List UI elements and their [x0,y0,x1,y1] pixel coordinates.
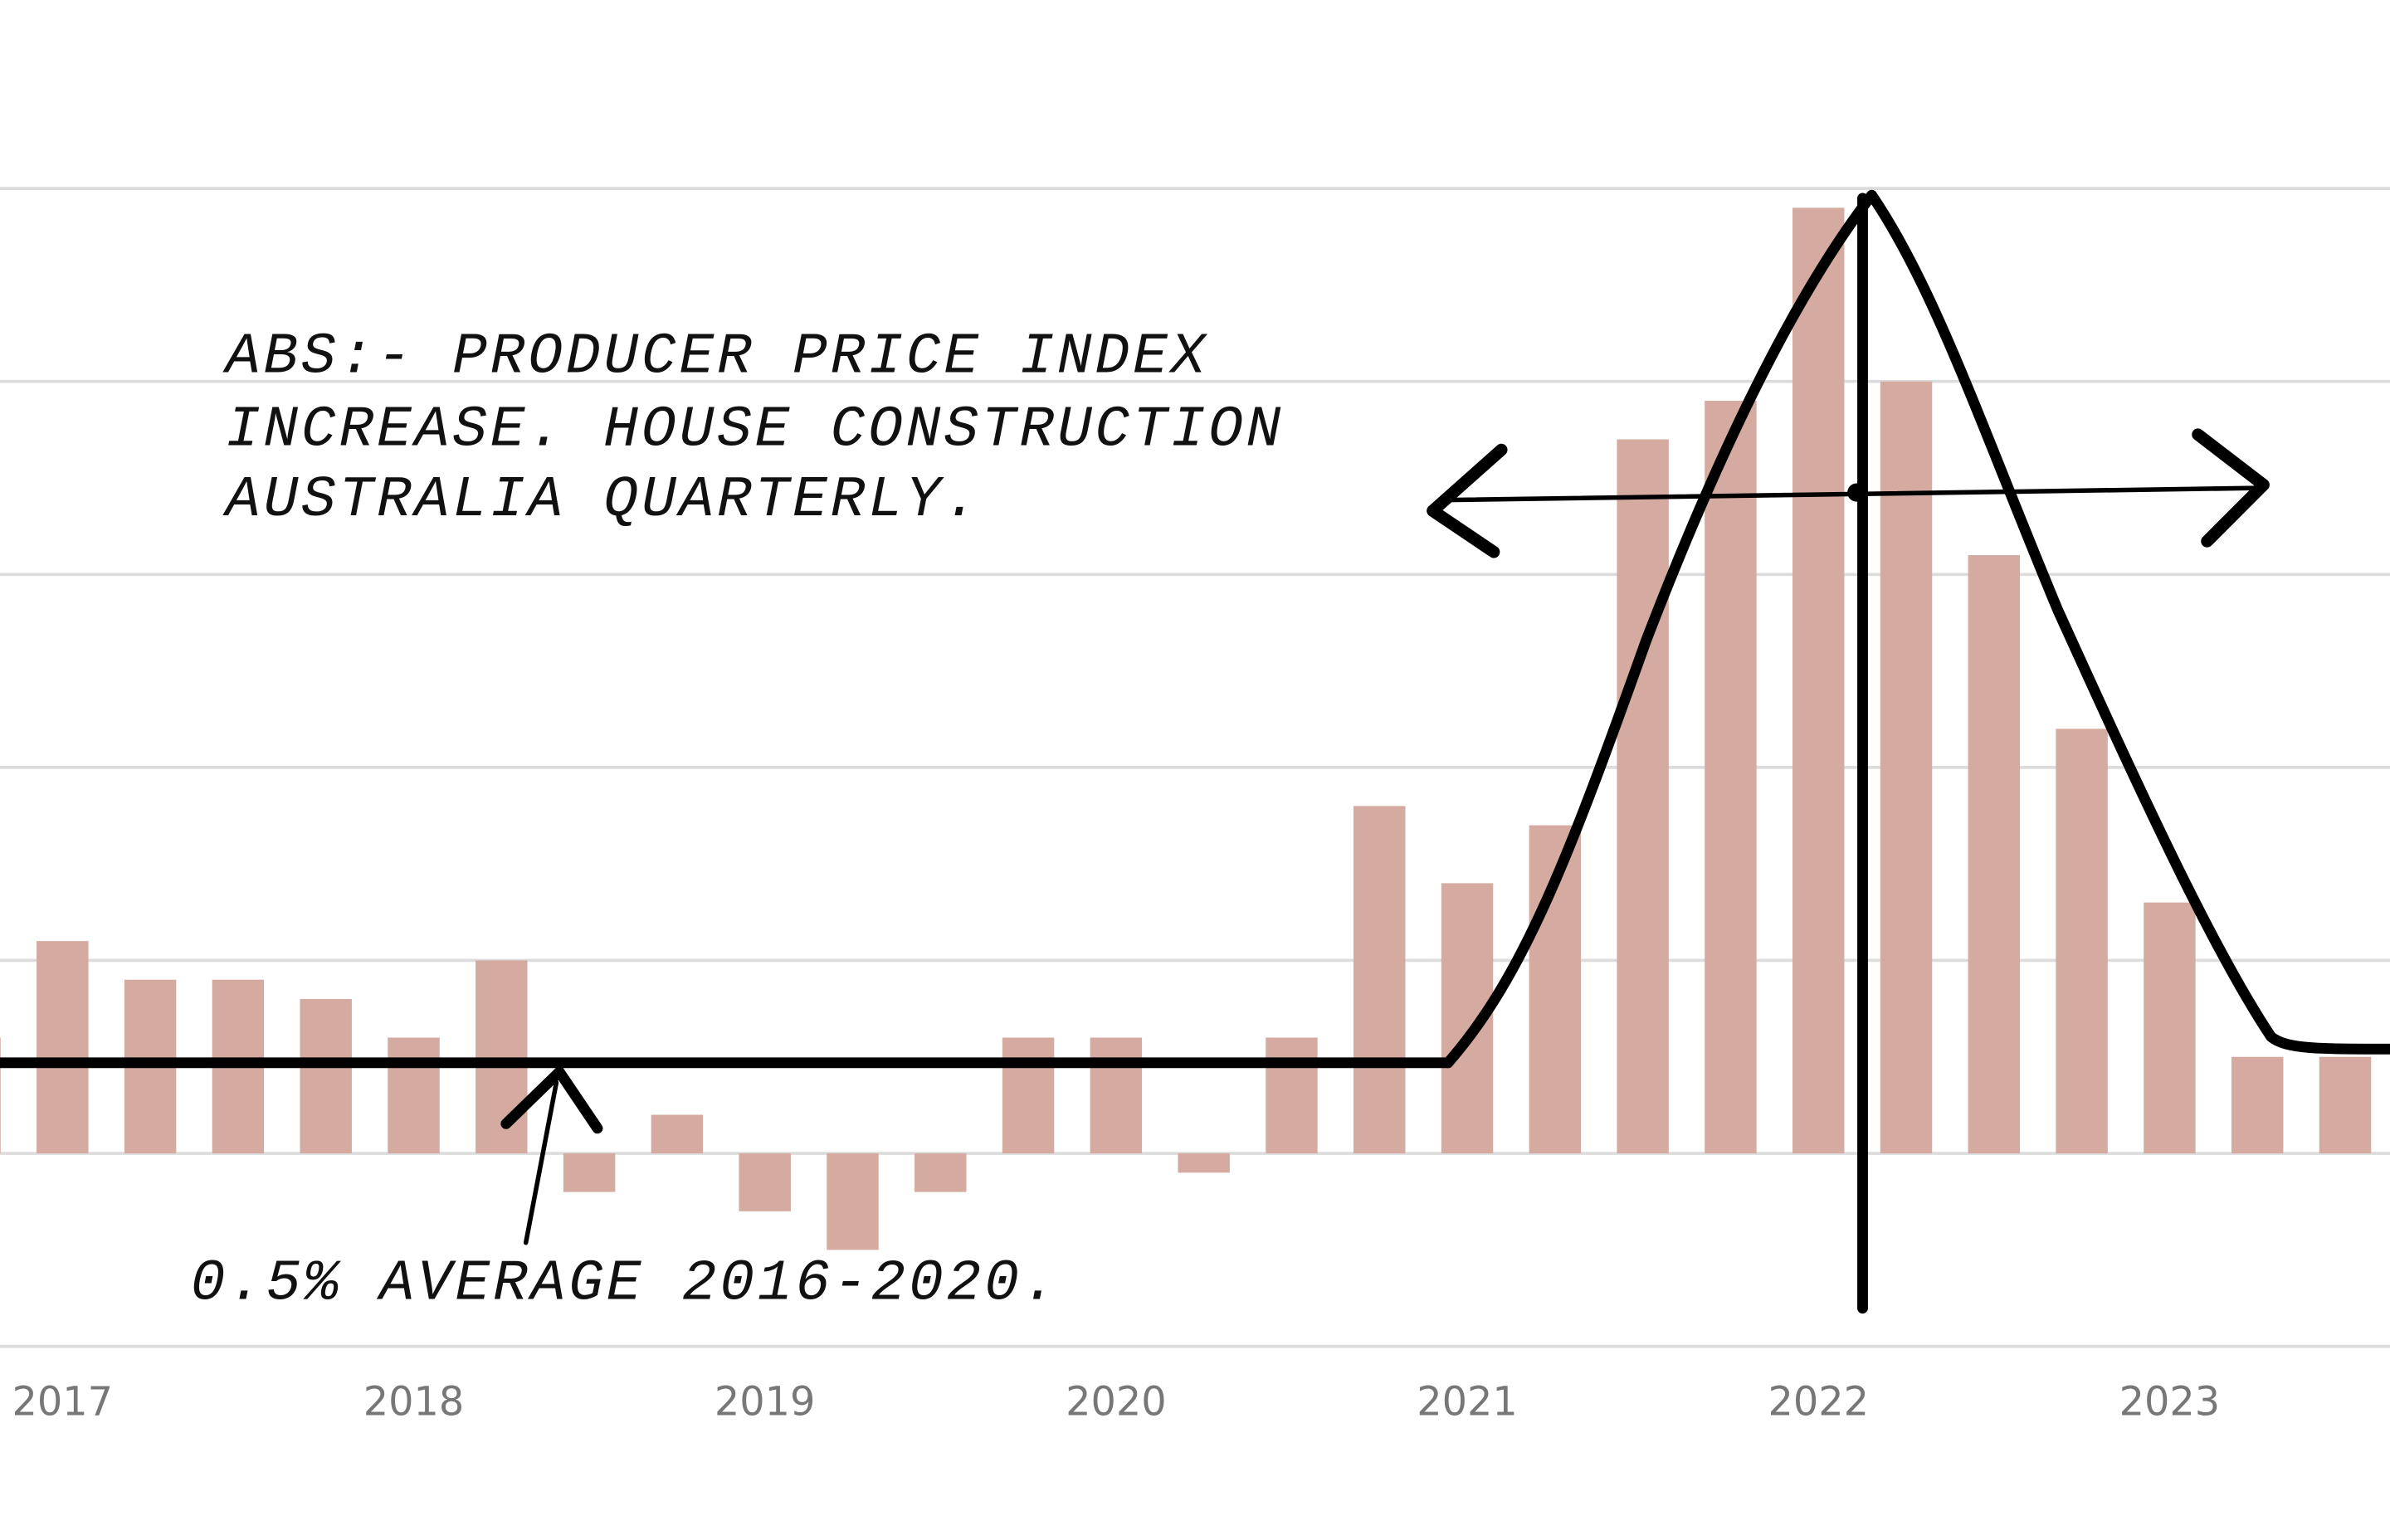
x-tick-label: 2021 [1417,1379,1518,1425]
bar [1705,400,1757,1154]
note-arrow [523,1079,559,1245]
bar [739,1153,791,1211]
bar [388,1037,440,1154]
arrow-head-right [2192,428,2270,548]
bell-curve [1442,189,2390,1069]
annotation: ABS:- PRODUCER PRICE INDEX [222,324,1208,389]
x-tick-label: 2017 [12,1379,114,1425]
note-arrow-head [500,1066,603,1134]
bar [563,1153,616,1192]
annotation: AUSTRALIA QUARTERLY. [222,467,982,533]
bar [2231,1056,2284,1154]
arrow-center [1847,483,1866,502]
bar [2144,902,2196,1154]
x-axis: 2017 2018 2019 2020 2021 2022 2023 [12,1379,2221,1425]
bar [1968,555,2021,1154]
bar [1792,207,1845,1154]
bar [1354,806,1406,1154]
bar [651,1114,704,1154]
bar [1178,1153,1230,1173]
bar [2056,729,2108,1154]
bar [827,1153,879,1250]
x-tick-label: 2018 [363,1379,465,1425]
x-tick-label: 2023 [2119,1379,2221,1425]
bar [1266,1037,1318,1154]
bar [1002,1037,1055,1154]
bar [1617,439,1669,1154]
bar [300,998,352,1154]
hand-drawing [0,189,2390,1314]
bar [1090,1037,1143,1154]
bar [1880,381,1933,1154]
arrow-head-left [1427,443,1508,558]
bar [37,941,89,1154]
annotation: 0.5% AVERAGE 2016-2020. [191,1251,1061,1317]
bar [2319,1056,2372,1154]
bar [915,1153,967,1192]
x-tick-label: 2022 [1768,1379,1869,1425]
bar [0,1037,1,1154]
annotation: INCREASE. HOUSE CONSTRUCTION [226,397,1284,463]
x-tick-label: 2019 [715,1379,816,1425]
x-tick-label: 2020 [1066,1379,1167,1425]
